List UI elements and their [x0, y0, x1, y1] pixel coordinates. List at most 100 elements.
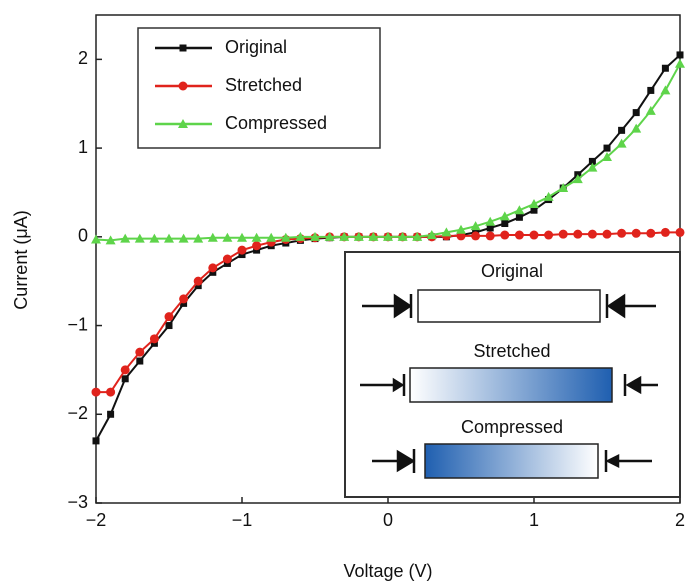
- marker: [251, 232, 262, 242]
- marker: [178, 119, 188, 128]
- marker: [529, 230, 539, 240]
- marker: [135, 347, 145, 357]
- marker: [471, 231, 481, 241]
- marker: [514, 230, 524, 240]
- marker: [295, 231, 306, 241]
- marker: [485, 231, 495, 241]
- bar-shape: [424, 443, 599, 479]
- legend-label: Original: [225, 37, 287, 57]
- marker: [383, 231, 393, 241]
- marker: [237, 232, 247, 242]
- marker: [165, 322, 173, 330]
- marker: [616, 138, 627, 148]
- marker: [543, 191, 554, 201]
- marker: [500, 230, 510, 240]
- marker: [514, 205, 525, 215]
- marker: [661, 64, 669, 72]
- x-axis-label: Voltage (V): [343, 561, 432, 581]
- marker: [149, 233, 160, 243]
- marker: [486, 224, 494, 232]
- marker: [646, 228, 656, 238]
- marker: [660, 85, 671, 95]
- marker: [602, 151, 612, 161]
- marker: [91, 387, 101, 397]
- marker: [179, 44, 187, 52]
- marker: [193, 276, 203, 286]
- y-tick-label: −1: [67, 314, 88, 334]
- marker: [222, 254, 232, 264]
- marker: [573, 229, 583, 239]
- marker: [515, 213, 523, 221]
- marker: [631, 228, 641, 238]
- legend-label: Compressed: [225, 113, 327, 133]
- marker: [530, 206, 538, 214]
- marker: [339, 231, 350, 241]
- marker: [237, 245, 247, 255]
- marker: [121, 375, 129, 383]
- marker: [149, 334, 159, 344]
- inset-label: Compressed: [461, 417, 563, 437]
- y-axis-label: Current (μA): [11, 210, 31, 309]
- marker: [426, 230, 437, 240]
- marker: [499, 211, 510, 221]
- marker: [91, 234, 101, 244]
- marker: [587, 162, 598, 172]
- marker: [266, 232, 277, 242]
- marker: [660, 227, 670, 237]
- marker: [631, 123, 642, 133]
- series: [91, 58, 685, 245]
- marker: [603, 144, 611, 152]
- arrows: [360, 293, 658, 473]
- marker: [164, 312, 174, 322]
- marker: [572, 174, 583, 184]
- marker: [676, 51, 684, 59]
- marker: [252, 241, 262, 251]
- marker: [617, 228, 627, 238]
- x-tick-label: 0: [383, 510, 393, 530]
- marker: [353, 231, 364, 241]
- x-tick-label: −1: [232, 510, 253, 530]
- marker: [136, 357, 144, 365]
- y-tick-label: 2: [78, 48, 88, 68]
- x-tick-label: 1: [529, 510, 539, 530]
- marker: [618, 126, 626, 134]
- marker: [675, 227, 685, 237]
- inset-label: Original: [481, 261, 543, 281]
- marker: [588, 157, 596, 165]
- marker: [222, 232, 233, 242]
- marker: [134, 233, 145, 243]
- legend-label: Stretched: [225, 75, 302, 95]
- marker: [675, 58, 685, 68]
- marker: [544, 230, 554, 240]
- marker: [501, 220, 509, 228]
- marker: [179, 294, 189, 304]
- legend: Original Stretched Compressed: [137, 27, 381, 149]
- marker: [92, 437, 100, 445]
- x-tick-label: 2: [675, 510, 685, 530]
- marker: [412, 231, 423, 241]
- marker: [470, 221, 481, 231]
- marker: [106, 387, 116, 397]
- marker: [178, 81, 188, 91]
- marker: [441, 227, 452, 237]
- marker: [310, 231, 320, 241]
- marker: [105, 235, 116, 245]
- x-tick-label: −2: [86, 510, 107, 530]
- bar-shape: [417, 289, 601, 323]
- marker: [529, 198, 539, 208]
- bar-shape: [409, 367, 613, 403]
- marker: [645, 105, 656, 115]
- marker: [324, 231, 335, 241]
- marker: [280, 232, 291, 242]
- marker: [368, 231, 379, 241]
- y-tick-label: −3: [67, 492, 88, 512]
- marker: [120, 365, 130, 375]
- marker: [558, 183, 569, 193]
- y-tick-label: 1: [78, 137, 88, 157]
- marker: [632, 109, 640, 117]
- marker: [456, 224, 466, 234]
- inset-label: Stretched: [473, 341, 550, 361]
- inset: Original Stretched Compressed: [344, 251, 681, 498]
- marker: [207, 232, 218, 242]
